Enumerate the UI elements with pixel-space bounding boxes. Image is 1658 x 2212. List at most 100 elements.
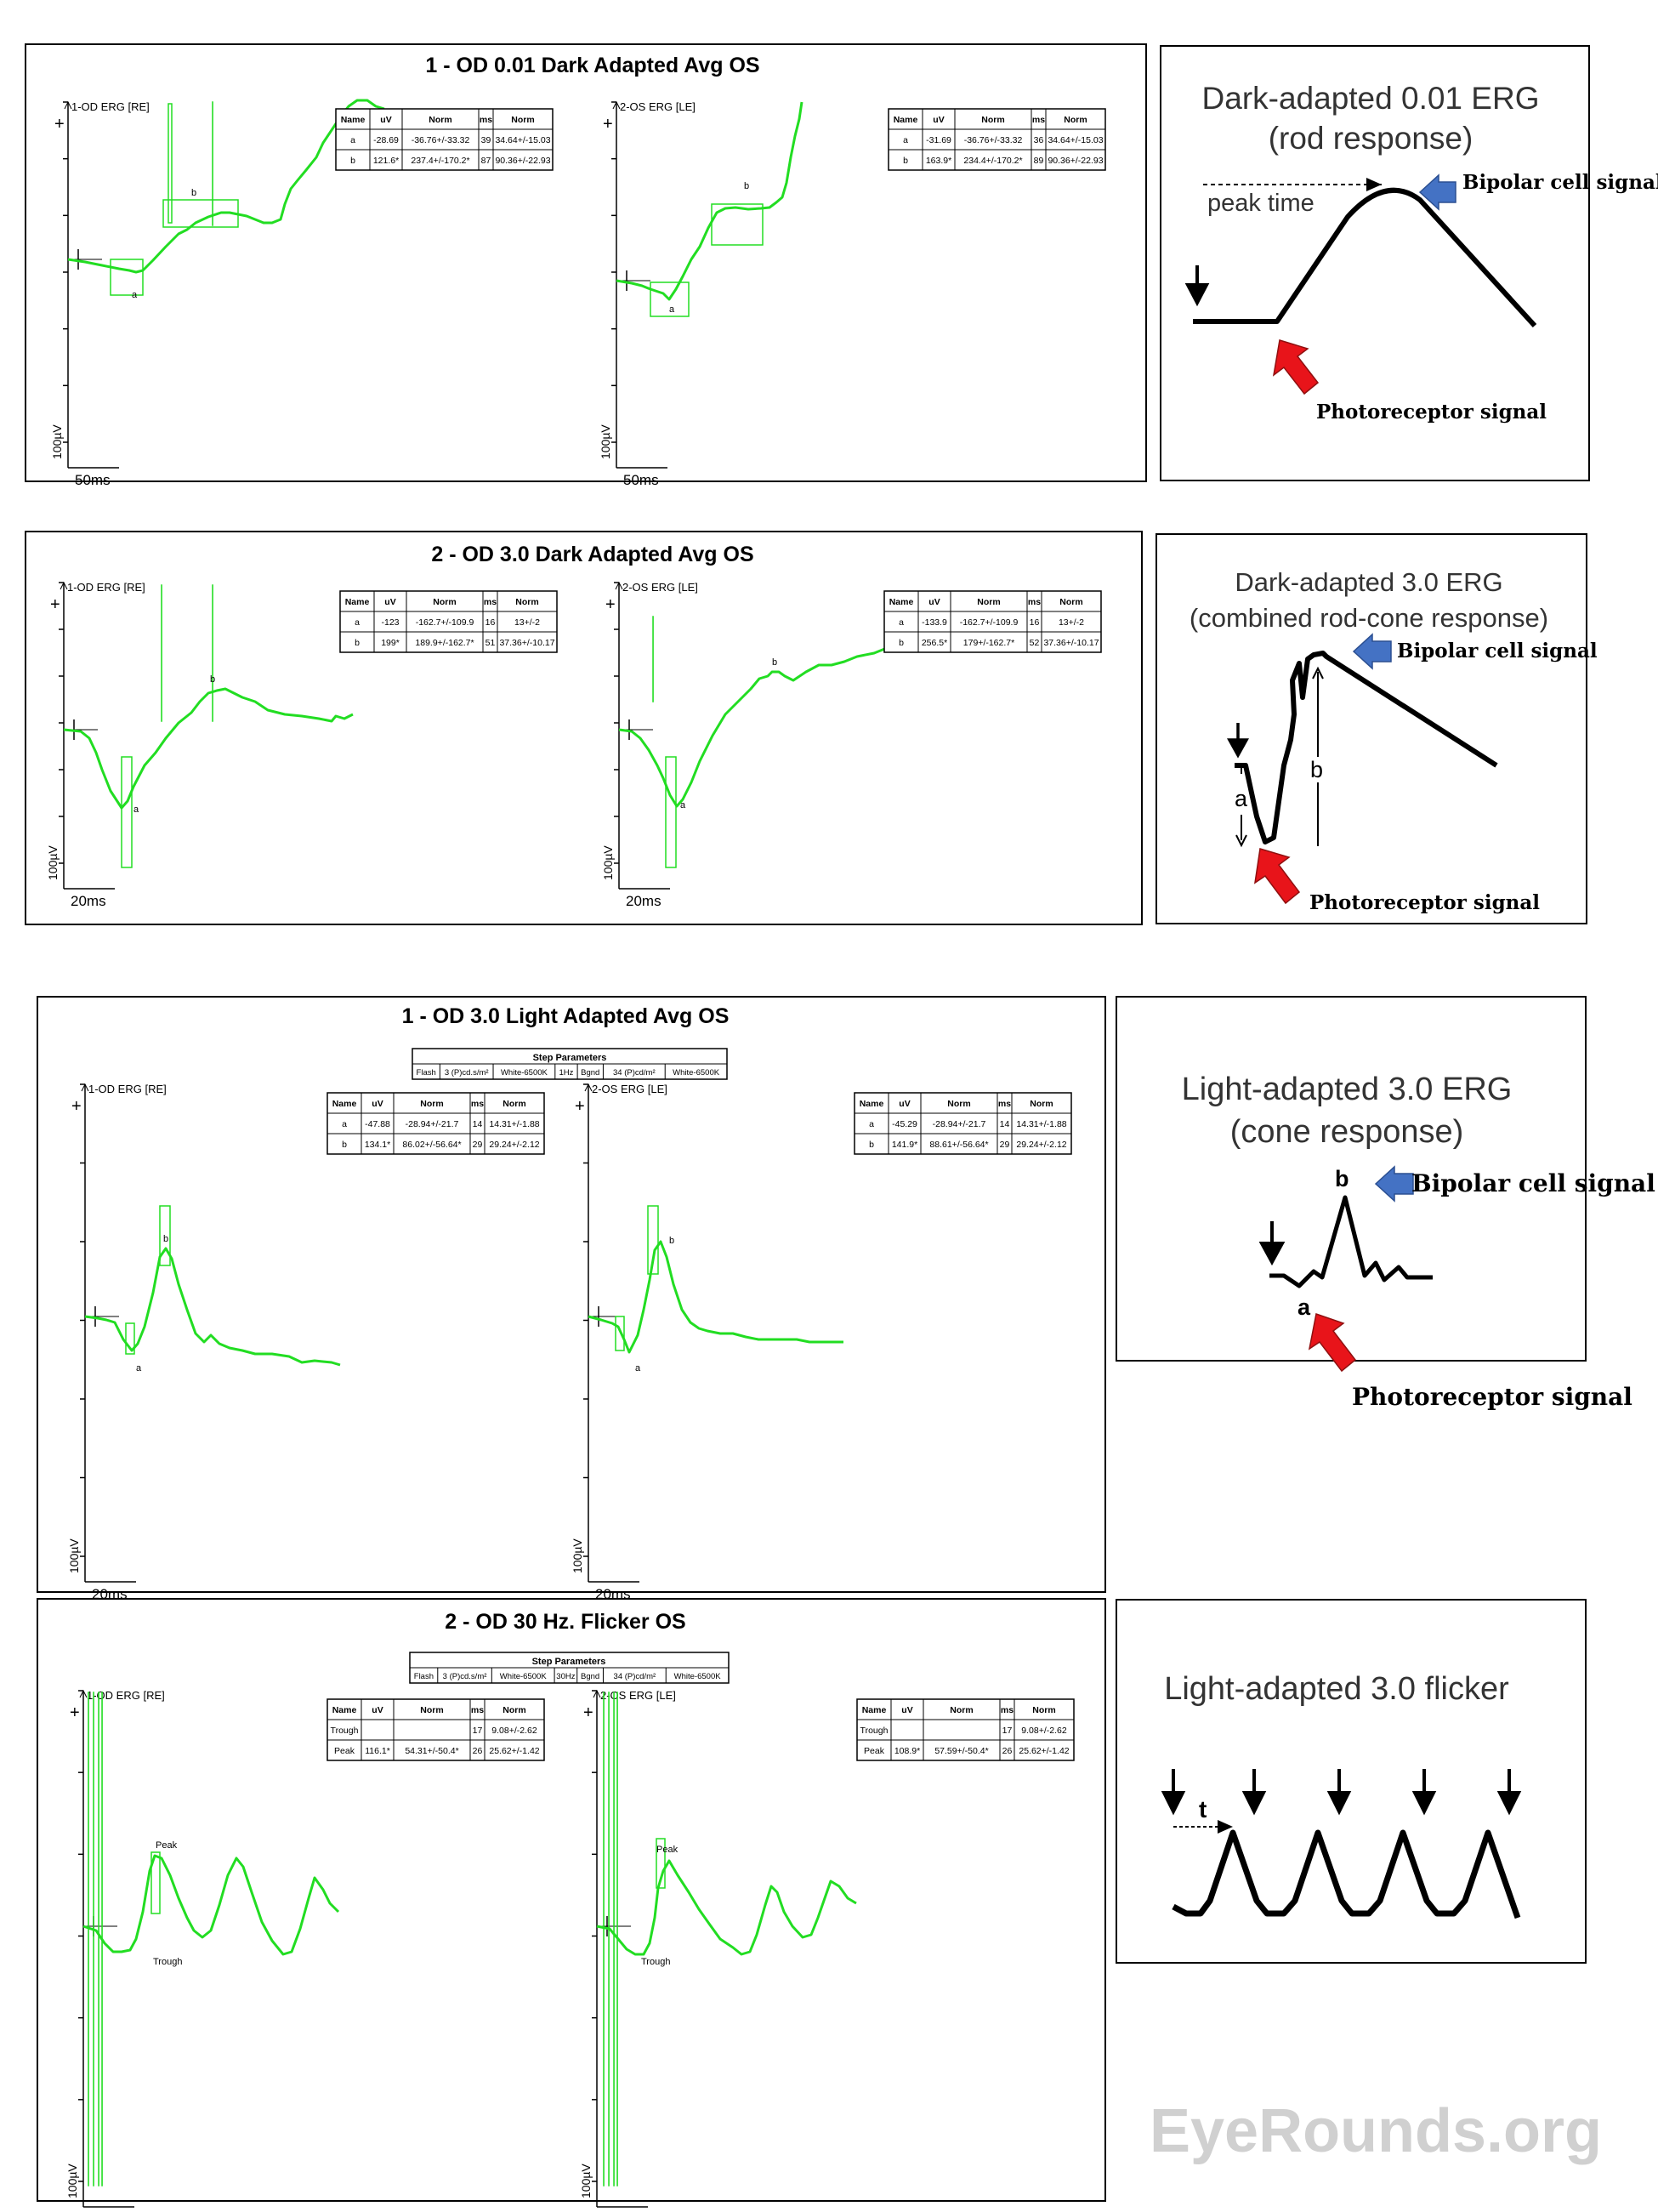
panel-2-title: 2 - OD 3.0 Dark Adapted Avg OS (431, 543, 753, 566)
channel-label: 2-OS ERG [LE] (600, 1689, 676, 1702)
table-cell: 234.4+/-170.2* (963, 156, 1022, 166)
table-cell: Peak (334, 1746, 355, 1756)
table-header: Norm (1059, 597, 1082, 607)
channel-label: 1-OD ERG [RE] (71, 100, 150, 113)
step-param-cell: Bgnd (581, 1068, 599, 1078)
cursor-box (122, 757, 132, 867)
time-scale-label: 50ms (623, 472, 659, 488)
os-erg-plot: +2-OS ERG [LE]20ms100µVTroughPeakNameuVN… (579, 1689, 1074, 2208)
channel-label: 2-OS ERG [LE] (622, 581, 698, 594)
table-cell: 37.36+/-10.17 (1043, 638, 1099, 648)
table-cell: 29.24+/-2.12 (489, 1140, 539, 1150)
table-cell: 25.62+/-1.42 (1019, 1746, 1069, 1756)
panel-3-title: 1 - OD 3.0 Light Adapted Avg OS (402, 1004, 730, 1028)
table-cell: 52 (1030, 638, 1040, 648)
table-header: Name (332, 1705, 357, 1715)
flicker-waveform (1173, 1833, 1518, 1918)
table-cell: -28.94+/-21.7 (406, 1119, 459, 1129)
voltage-scale-label: 100µV (599, 424, 612, 459)
voltage-scale-label: 100µV (571, 1538, 584, 1573)
marker-peak: Peak (156, 1840, 178, 1851)
marker-b: b (210, 674, 215, 685)
marker-a: a (669, 304, 675, 315)
table-cell: 256.5* (922, 638, 947, 648)
table-cell: 134.1* (365, 1140, 390, 1150)
table-header: Norm (503, 1099, 525, 1109)
step-param-cell: White-6500K (674, 1672, 722, 1681)
table-cell: 16 (1030, 617, 1040, 628)
voltage-scale-label: 100µV (46, 845, 60, 880)
table-header: ms (471, 1099, 484, 1109)
red-arrow (1274, 340, 1318, 394)
voltage-scale-label: 100µV (50, 424, 64, 459)
table-cell: 87 (481, 156, 491, 166)
table-cell: 36 (1034, 135, 1044, 145)
cursor-box (616, 1316, 624, 1351)
table-header: uV (928, 597, 940, 607)
table-cell: 26 (473, 1746, 483, 1756)
table-cell: 9.08+/-2.62 (1021, 1726, 1067, 1736)
table-cell: 29.24+/-2.12 (1016, 1140, 1066, 1150)
table-cell: a (899, 617, 904, 628)
table-cell: b (350, 156, 355, 166)
table-header: Norm (981, 115, 1004, 125)
table-cell: 37.36+/-10.17 (499, 638, 554, 648)
marker-b: b (669, 1236, 674, 1246)
table-cell: -45.29 (892, 1119, 917, 1129)
table-header: Norm (420, 1705, 443, 1715)
diagram-3-subtitle: (cone response) (1230, 1114, 1464, 1150)
stimulus-arrow (1245, 1769, 1263, 1811)
plus-marker: + (605, 595, 616, 614)
peak-time-label: peak time (1207, 190, 1314, 217)
table-cell: 116.1* (365, 1746, 390, 1756)
table-cell: 90.36+/-22.93 (1048, 156, 1103, 166)
od-erg-plot: +1-OD ERG [RE]20ms100µVTroughPeakNameuVN… (65, 1689, 544, 2208)
table-cell: 163.9* (926, 156, 951, 166)
diagram-3-title: Light-adapted 3.0 ERG (1182, 1072, 1513, 1107)
plus-marker: + (575, 1097, 585, 1116)
table-header: Norm (1032, 1705, 1055, 1715)
stimulus-arrow (1330, 1769, 1349, 1811)
marker-a: a (136, 1363, 142, 1373)
table-header: uV (372, 1099, 383, 1109)
table-header: Name (894, 115, 918, 125)
t-label: t (1199, 1796, 1207, 1822)
table-cell: a (903, 135, 908, 145)
stimulus-arrow (1188, 265, 1207, 303)
bipolar-cell-label: Bipolar cell signal (1397, 640, 1598, 662)
table-cell: -47.88 (365, 1119, 390, 1129)
table-header: uV (384, 597, 395, 607)
step-param-cell: 30Hz (556, 1672, 575, 1681)
b-wave-label: b (1310, 757, 1323, 782)
time-scale-label: 20ms (626, 893, 661, 909)
table-cell: a (355, 617, 360, 628)
channel-label: 1-OD ERG [RE] (67, 581, 145, 594)
step-params-title: Step Parameters (533, 1053, 607, 1063)
table-cell: 34.64+/-15.03 (495, 135, 550, 145)
photoreceptor-label: Photoreceptor signal (1316, 401, 1547, 424)
channel-label: 1-OD ERG [RE] (88, 1083, 167, 1095)
panel-4-plots: +1-OD ERG [RE]20ms100µVTroughPeakNameuVN… (65, 1689, 1074, 2208)
table-header: Norm (1030, 1099, 1053, 1109)
table-header: Name (341, 115, 366, 125)
step-param-cell: 1Hz (559, 1068, 574, 1078)
stimulus-arrow (1229, 723, 1246, 755)
voltage-scale-label: 100µV (601, 845, 615, 880)
table-cell: 13+/-2 (514, 617, 540, 628)
table-cell: 14.31+/-1.88 (489, 1119, 539, 1129)
eyerounds-watermark: EyeRounds.org (1150, 2097, 1602, 2165)
table-cell: 88.61+/-56.64* (929, 1140, 988, 1150)
bipolar-cell-label: Bipolar cell signal (1411, 1169, 1655, 1197)
table-cell: 14.31+/-1.88 (1016, 1119, 1066, 1129)
table-header: ms (1001, 1705, 1014, 1715)
voltage-scale-label: 100µV (65, 2164, 79, 2198)
table-header: Name (345, 597, 370, 607)
